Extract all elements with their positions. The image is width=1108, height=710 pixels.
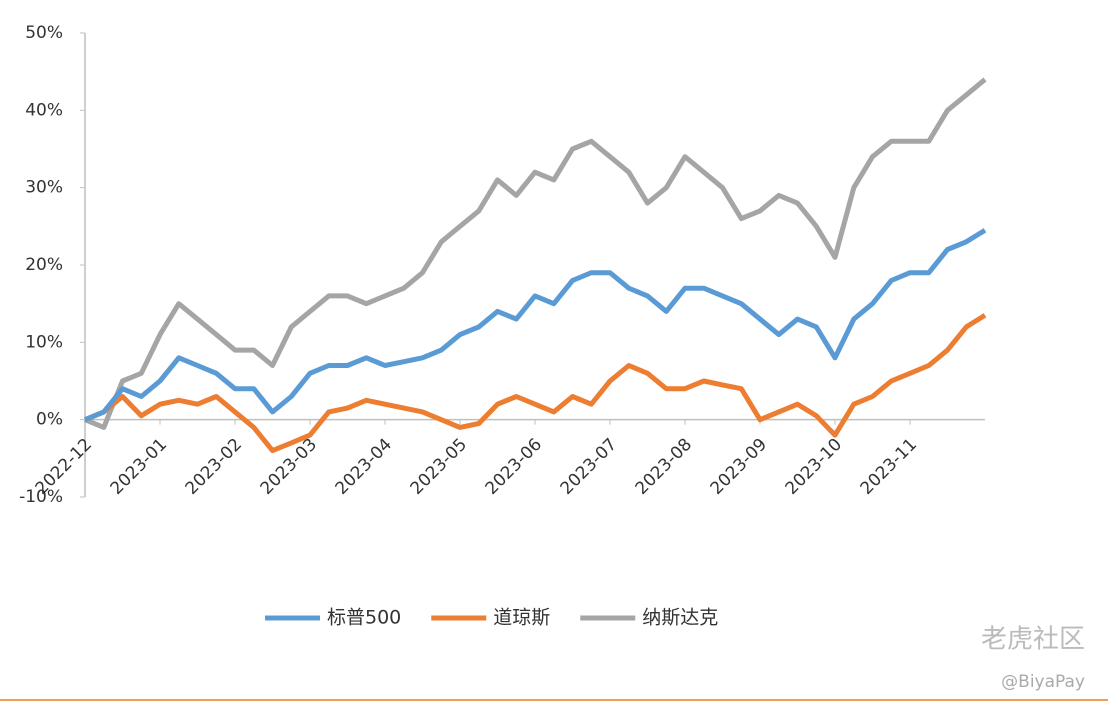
x-tick-label: 2023-08 bbox=[632, 435, 696, 499]
y-tick-label: 30% bbox=[25, 178, 63, 198]
legend-label: 标普500 bbox=[327, 607, 401, 629]
legend-label: 纳斯达克 bbox=[642, 607, 718, 629]
line bbox=[84, 313, 987, 454]
x-tick-label: 2023-02 bbox=[182, 435, 246, 499]
y-tick-label: 40% bbox=[25, 100, 63, 120]
x-tick-label: 2023-05 bbox=[407, 435, 471, 499]
line bbox=[84, 77, 987, 430]
credit: @BiyaPay bbox=[1001, 672, 1085, 692]
x-tick-label: 2023-11 bbox=[857, 435, 921, 499]
y-tick-label: 50% bbox=[25, 23, 63, 43]
watermark: 老虎社区 bbox=[981, 625, 1085, 655]
x-tick-label: 2023-01 bbox=[107, 435, 171, 499]
x-tick-label: 2023-10 bbox=[782, 435, 846, 499]
legend-label: 道琼斯 bbox=[493, 607, 550, 629]
x-tick-label: 2023-04 bbox=[332, 435, 396, 499]
x-tick-label: 2023-07 bbox=[557, 435, 621, 499]
x-tick-label: 2023-09 bbox=[707, 435, 771, 499]
line bbox=[84, 228, 987, 423]
y-tick-label: 20% bbox=[25, 255, 63, 275]
y-tick-label: 0% bbox=[36, 410, 63, 430]
y-tick-label: -10% bbox=[19, 487, 63, 507]
y-tick-label: 10% bbox=[25, 332, 63, 352]
x-tick-label: 2022-12 bbox=[32, 435, 96, 499]
x-tick-label: 2023-06 bbox=[482, 435, 546, 499]
